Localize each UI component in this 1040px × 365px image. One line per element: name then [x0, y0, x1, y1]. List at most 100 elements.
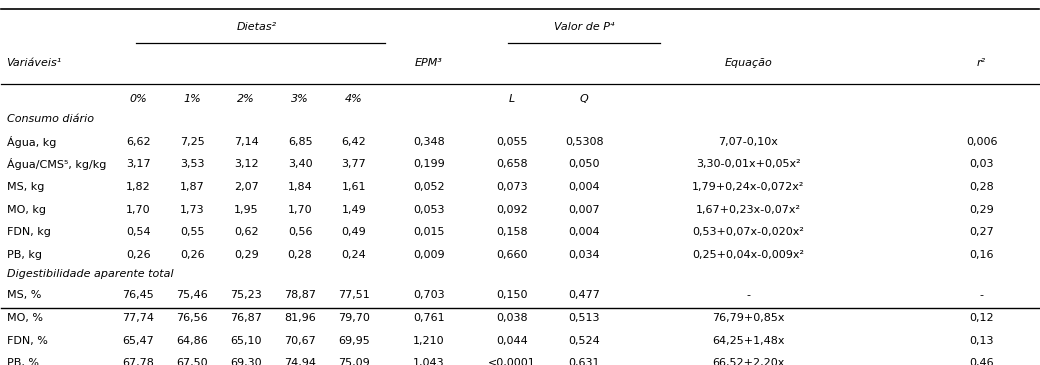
Text: 79,70: 79,70 [338, 313, 370, 323]
Text: 0,034: 0,034 [569, 250, 600, 260]
Text: 7,07-0,10x: 7,07-0,10x [719, 137, 778, 147]
Text: 0,158: 0,158 [496, 227, 527, 237]
Text: 0,62: 0,62 [234, 227, 259, 237]
Text: 1,84: 1,84 [288, 182, 312, 192]
Text: 6,85: 6,85 [288, 137, 312, 147]
Text: 3,17: 3,17 [126, 160, 151, 169]
Text: 0,29: 0,29 [969, 205, 994, 215]
Text: -: - [980, 290, 984, 300]
Text: 3%: 3% [291, 94, 309, 104]
Text: 0,703: 0,703 [413, 290, 444, 300]
Text: 69,95: 69,95 [338, 336, 370, 346]
Text: 0,631: 0,631 [569, 358, 600, 365]
Text: Variáveis¹: Variáveis¹ [6, 58, 61, 68]
Text: 1,043: 1,043 [413, 358, 444, 365]
Text: 74,94: 74,94 [284, 358, 316, 365]
Text: 1,79+0,24x-0,072x²: 1,79+0,24x-0,072x² [692, 182, 804, 192]
Text: 75,23: 75,23 [230, 290, 262, 300]
Text: 0,052: 0,052 [413, 182, 444, 192]
Text: 0,28: 0,28 [288, 250, 312, 260]
Text: 0,524: 0,524 [569, 336, 600, 346]
Text: Equação: Equação [724, 58, 772, 68]
Text: 0,004: 0,004 [569, 227, 600, 237]
Text: 3,12: 3,12 [234, 160, 259, 169]
Text: 6,42: 6,42 [342, 137, 366, 147]
Text: 70,67: 70,67 [284, 336, 316, 346]
Text: Digestibilidade aparente total: Digestibilidade aparente total [6, 269, 174, 278]
Text: 0,03: 0,03 [969, 160, 994, 169]
Text: 0,038: 0,038 [496, 313, 527, 323]
Text: 0,658: 0,658 [496, 160, 527, 169]
Text: 0,348: 0,348 [413, 137, 444, 147]
Text: 1,67+0,23x-0,07x²: 1,67+0,23x-0,07x² [696, 205, 801, 215]
Text: 1,70: 1,70 [126, 205, 151, 215]
Text: 67,50: 67,50 [177, 358, 208, 365]
Text: 0,16: 0,16 [969, 250, 994, 260]
Text: 0,053: 0,053 [413, 205, 444, 215]
Text: 64,25+1,48x: 64,25+1,48x [712, 336, 784, 346]
Text: 0%: 0% [129, 94, 148, 104]
Text: 0,26: 0,26 [180, 250, 205, 260]
Text: 0,24: 0,24 [342, 250, 366, 260]
Text: 6,62: 6,62 [126, 137, 151, 147]
Text: <0,0001: <0,0001 [488, 358, 536, 365]
Text: 0,29: 0,29 [234, 250, 259, 260]
Text: 1,95: 1,95 [234, 205, 259, 215]
Text: Dietas²: Dietas² [236, 22, 277, 32]
Text: 65,10: 65,10 [231, 336, 262, 346]
Text: 76,79+0,85x: 76,79+0,85x [712, 313, 784, 323]
Text: FDN, kg: FDN, kg [6, 227, 51, 237]
Text: MO, %: MO, % [6, 313, 43, 323]
Text: 77,51: 77,51 [338, 290, 370, 300]
Text: 0,660: 0,660 [496, 250, 527, 260]
Text: 0,53+0,07x-0,020x²: 0,53+0,07x-0,020x² [693, 227, 804, 237]
Text: 0,044: 0,044 [496, 336, 527, 346]
Text: 76,56: 76,56 [177, 313, 208, 323]
Text: 0,761: 0,761 [413, 313, 444, 323]
Text: 2,07: 2,07 [234, 182, 259, 192]
Text: MO, kg: MO, kg [6, 205, 46, 215]
Text: PB, %: PB, % [6, 358, 38, 365]
Text: 0,25+0,04x-0,009x²: 0,25+0,04x-0,009x² [693, 250, 804, 260]
Text: 0,513: 0,513 [569, 313, 600, 323]
Text: 64,86: 64,86 [177, 336, 208, 346]
Text: FDN, %: FDN, % [6, 336, 48, 346]
Text: PB, kg: PB, kg [6, 250, 42, 260]
Text: 1,61: 1,61 [342, 182, 366, 192]
Text: 0,007: 0,007 [569, 205, 600, 215]
Text: Água/CMS⁵, kg/kg: Água/CMS⁵, kg/kg [6, 158, 106, 170]
Text: 75,46: 75,46 [177, 290, 208, 300]
Text: L: L [509, 94, 515, 104]
Text: 0,009: 0,009 [413, 250, 444, 260]
Text: 1%: 1% [183, 94, 201, 104]
Text: Valor de P⁴: Valor de P⁴ [553, 22, 614, 32]
Text: 78,87: 78,87 [284, 290, 316, 300]
Text: 0,46: 0,46 [969, 358, 994, 365]
Text: 3,77: 3,77 [342, 160, 366, 169]
Text: 67,78: 67,78 [123, 358, 154, 365]
Text: 0,004: 0,004 [569, 182, 600, 192]
Text: 0,12: 0,12 [969, 313, 994, 323]
Text: 0,006: 0,006 [966, 137, 997, 147]
Text: 0,092: 0,092 [496, 205, 527, 215]
Text: 1,87: 1,87 [180, 182, 205, 192]
Text: Água, kg: Água, kg [6, 136, 56, 148]
Text: Q: Q [580, 94, 589, 104]
Text: EPM³: EPM³ [415, 58, 443, 68]
Text: 81,96: 81,96 [284, 313, 316, 323]
Text: 0,49: 0,49 [342, 227, 366, 237]
Text: 3,53: 3,53 [180, 160, 205, 169]
Text: 69,30: 69,30 [231, 358, 262, 365]
Text: 0,015: 0,015 [413, 227, 444, 237]
Text: 0,073: 0,073 [496, 182, 527, 192]
Text: 0,54: 0,54 [126, 227, 151, 237]
Text: 1,82: 1,82 [126, 182, 151, 192]
Text: 0,55: 0,55 [180, 227, 205, 237]
Text: 0,56: 0,56 [288, 227, 312, 237]
Text: 2%: 2% [237, 94, 255, 104]
Text: 3,40: 3,40 [288, 160, 312, 169]
Text: 0,5308: 0,5308 [565, 137, 603, 147]
Text: 1,210: 1,210 [413, 336, 444, 346]
Text: 7,25: 7,25 [180, 137, 205, 147]
Text: 0,150: 0,150 [496, 290, 527, 300]
